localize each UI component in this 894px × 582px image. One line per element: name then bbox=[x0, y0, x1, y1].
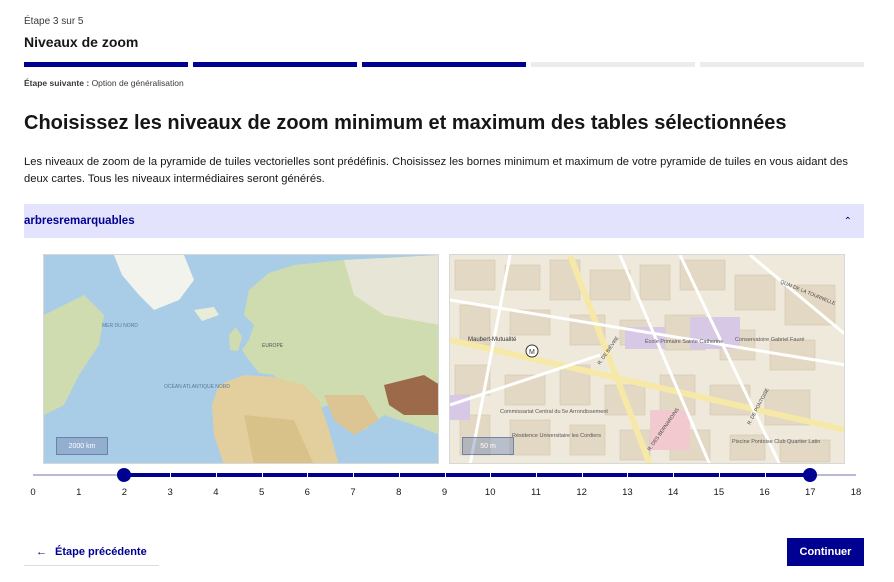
map-label: OCÉAN ATLANTIQUE NORD bbox=[164, 383, 230, 390]
map-label: Piscine Pontoise Club Quartier Latin bbox=[732, 439, 820, 445]
slider-tick-label: 7 bbox=[350, 487, 356, 498]
next-step-label: Étape suivante : bbox=[24, 78, 90, 88]
slider-thumb-min[interactable] bbox=[117, 468, 132, 482]
slider-tick bbox=[764, 473, 766, 477]
arrow-left-icon: ← bbox=[36, 545, 47, 558]
slider-tick-label: 18 bbox=[850, 487, 862, 498]
accordion-header[interactable]: arbresremarquables ⌃ bbox=[24, 204, 864, 238]
slider-tick-label: 14 bbox=[667, 487, 679, 498]
street-map-graphic: M Maubert-Mutualité École Primaire Saint… bbox=[450, 255, 844, 463]
page-title: Choisissez les niveaux de zoom minimum e… bbox=[24, 112, 787, 134]
slider-tick-label: 5 bbox=[258, 487, 265, 498]
slider-tick bbox=[718, 473, 720, 477]
step-title: Niveaux de zoom bbox=[24, 34, 139, 50]
slider-tick-label: 16 bbox=[759, 487, 770, 498]
map-label: MER DU NORD bbox=[102, 323, 138, 329]
slider-tick-label: 2 bbox=[121, 487, 128, 498]
slider-tick bbox=[444, 473, 446, 477]
slider-tick-label: 9 bbox=[441, 487, 448, 498]
slider-tick bbox=[215, 473, 217, 477]
map-label: Conservatoire Gabriel Fauré bbox=[735, 337, 804, 343]
slider-tick-label: 13 bbox=[622, 487, 633, 498]
next-step: Étape suivante : Option de généralisatio… bbox=[24, 78, 184, 88]
map-label: Commissariat Central du 5e Arrondissemen… bbox=[500, 409, 608, 415]
map-min-zoom[interactable]: MER DU NORD EUROPE OCÉAN ATLANTIQUE NORD… bbox=[43, 254, 439, 464]
step-label: Étape 3 sur 5 bbox=[24, 16, 84, 27]
slider-tick-label: 12 bbox=[576, 487, 587, 498]
map-label: EUROPE bbox=[262, 343, 284, 349]
slider-tick bbox=[535, 473, 537, 477]
slider-tick-labels: 0 1 2 3 4 5 6 7 8 9 10 11 12 13 14 15 16 17 18 bbox=[30, 487, 861, 501]
slider-selected-range bbox=[124, 473, 811, 477]
slider-tick-label: 11 bbox=[531, 487, 541, 498]
map-label: Résidence Universitaire les Cordiers bbox=[512, 433, 601, 439]
slider-tick-label: 8 bbox=[396, 487, 402, 498]
previous-step-button[interactable]: ← Étape précédente bbox=[24, 538, 159, 566]
map-scale: 2000 km bbox=[56, 437, 108, 455]
slider-tick bbox=[307, 473, 309, 477]
slider-tick-label: 4 bbox=[213, 487, 219, 498]
slider-tick bbox=[490, 473, 492, 477]
slider-tick bbox=[170, 473, 172, 477]
slider-tick-label: 3 bbox=[167, 487, 173, 498]
world-map-graphic: MER DU NORD EUROPE OCÉAN ATLANTIQUE NORD bbox=[44, 255, 438, 463]
slider-tick-label: 15 bbox=[713, 487, 725, 498]
slider-tick bbox=[261, 473, 263, 477]
stepper-segment bbox=[531, 62, 695, 67]
slider-tick-label: 1 bbox=[76, 487, 82, 498]
slider-tick-label: 17 bbox=[804, 487, 816, 498]
map-max-zoom[interactable]: M Maubert-Mutualité École Primaire Saint… bbox=[449, 254, 845, 464]
map-label: Maubert-Mutualité bbox=[468, 337, 517, 343]
stepper-segment bbox=[193, 62, 357, 67]
previous-step-label: Étape précédente bbox=[55, 545, 147, 558]
slider-tick-label: 0 bbox=[30, 487, 36, 498]
next-step-value: Option de généralisation bbox=[91, 78, 184, 88]
slider-tick bbox=[627, 473, 629, 477]
zoom-range-slider[interactable] bbox=[33, 466, 856, 486]
slider-thumb-max[interactable] bbox=[803, 468, 818, 482]
stepper-segment bbox=[700, 62, 864, 67]
slider-tick-label: 10 bbox=[484, 487, 496, 498]
map-label: École Primaire Sainte Catherine bbox=[645, 338, 723, 345]
stepper-segment bbox=[24, 62, 188, 67]
stepper bbox=[24, 62, 864, 67]
intro-text: Les niveaux de zoom de la pyramide de tu… bbox=[24, 156, 848, 185]
map-scale: 50 m bbox=[462, 437, 514, 455]
slider-tick bbox=[673, 473, 675, 477]
continue-button[interactable]: Continuer bbox=[787, 538, 864, 566]
svg-text:M: M bbox=[529, 349, 535, 356]
stepper-segment bbox=[362, 62, 526, 67]
slider-tick-label: 6 bbox=[304, 487, 310, 498]
accordion-title: arbresremarquables bbox=[24, 215, 135, 227]
chevron-up-icon: ⌃ bbox=[843, 215, 852, 227]
slider-tick bbox=[353, 473, 355, 477]
slider-tick bbox=[581, 473, 583, 477]
slider-tick bbox=[398, 473, 400, 477]
